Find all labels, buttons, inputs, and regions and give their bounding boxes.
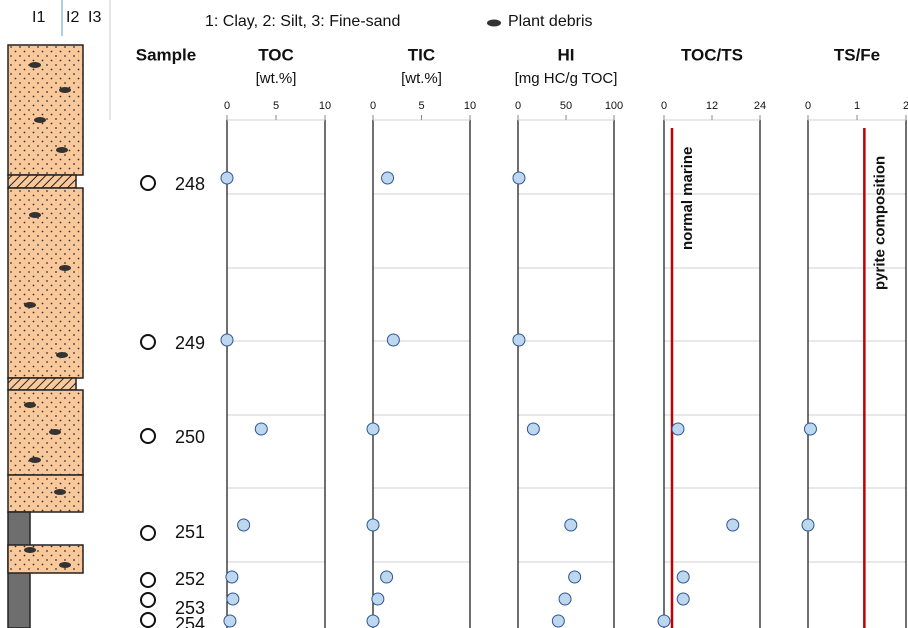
sample-label: 249 (175, 333, 205, 353)
data-point (237, 518, 251, 532)
panel-title: TOC/TS (681, 45, 743, 64)
data-point (366, 518, 380, 532)
legend-symbol-label: Plant debris (508, 13, 593, 30)
data-point (386, 333, 400, 347)
x-tick-label: 100 (605, 100, 623, 112)
sample-label: 253 (175, 598, 205, 618)
sample-marker (140, 334, 156, 350)
x-tick-label: 0 (370, 100, 376, 112)
data-point (226, 592, 240, 606)
panel-title: TS/Fe (834, 45, 880, 64)
data-point (371, 592, 385, 606)
x-tick-label: 50 (560, 100, 572, 112)
panel-title: TOC (258, 45, 294, 64)
reference-label: normal marine (679, 147, 696, 250)
x-tick-label: 24 (754, 100, 766, 112)
x-tick-label: 0 (805, 100, 811, 112)
data-point (676, 570, 690, 584)
x-tick-label: 0 (661, 100, 667, 112)
x-tick-label: 0 (224, 100, 230, 112)
data-point (671, 422, 685, 436)
panel-unit: [wt.%] (256, 70, 297, 87)
data-point (254, 422, 268, 436)
grain-label: I1 (32, 9, 45, 26)
x-tick-label: 1 (854, 100, 860, 112)
data-point (558, 592, 572, 606)
data-point (726, 518, 740, 532)
legend-text: 1: Clay, 2: Silt, 3: Fine-sand (205, 13, 400, 30)
data-point (512, 333, 526, 347)
panel-title: HI (558, 45, 575, 64)
data-point (223, 614, 237, 628)
data-point (801, 518, 815, 532)
data-point (564, 518, 578, 532)
x-tick-label: 2 (903, 100, 908, 112)
sample-marker (140, 428, 156, 444)
x-tick-label: 10 (319, 100, 331, 112)
data-point (568, 570, 582, 584)
data-point (366, 614, 380, 628)
data-point (366, 422, 380, 436)
data-point (512, 171, 526, 185)
data-point (220, 171, 234, 185)
data-point (220, 333, 234, 347)
sample-label: 254 (175, 614, 205, 628)
data-point (526, 422, 540, 436)
sample-marker (140, 592, 156, 608)
reference-label: pyrite composition (871, 156, 888, 290)
sample-label: 251 (175, 522, 205, 542)
x-tick-label: 5 (418, 100, 424, 112)
sample-label: 250 (175, 427, 205, 447)
plant-debris-icons (24, 19, 501, 568)
x-tick-label: 10 (464, 100, 476, 112)
sample-marker (140, 572, 156, 588)
grain-label: I3 (88, 9, 101, 26)
x-tick-label: 5 (273, 100, 279, 112)
data-point (380, 570, 394, 584)
sample-label: 252 (175, 569, 205, 589)
panel-unit: [mg HC/g TOC] (515, 70, 618, 87)
panel-title: TIC (408, 45, 435, 64)
data-point (551, 614, 565, 628)
x-tick-label: 12 (706, 100, 718, 112)
data-point (381, 171, 395, 185)
sample-marker (140, 525, 156, 541)
data-point (803, 422, 817, 436)
lithology-column (7, 0, 111, 628)
sample-marker (140, 612, 156, 628)
sample-header: Sample (136, 45, 196, 64)
sample-label: 248 (175, 174, 205, 194)
sample-marker (140, 175, 156, 191)
data-point (225, 570, 239, 584)
data-point (657, 614, 671, 628)
x-tick-label: 0 (515, 100, 521, 112)
panel-unit: [wt.%] (401, 70, 442, 87)
grain-label: I2 (66, 9, 79, 26)
data-point (676, 592, 690, 606)
